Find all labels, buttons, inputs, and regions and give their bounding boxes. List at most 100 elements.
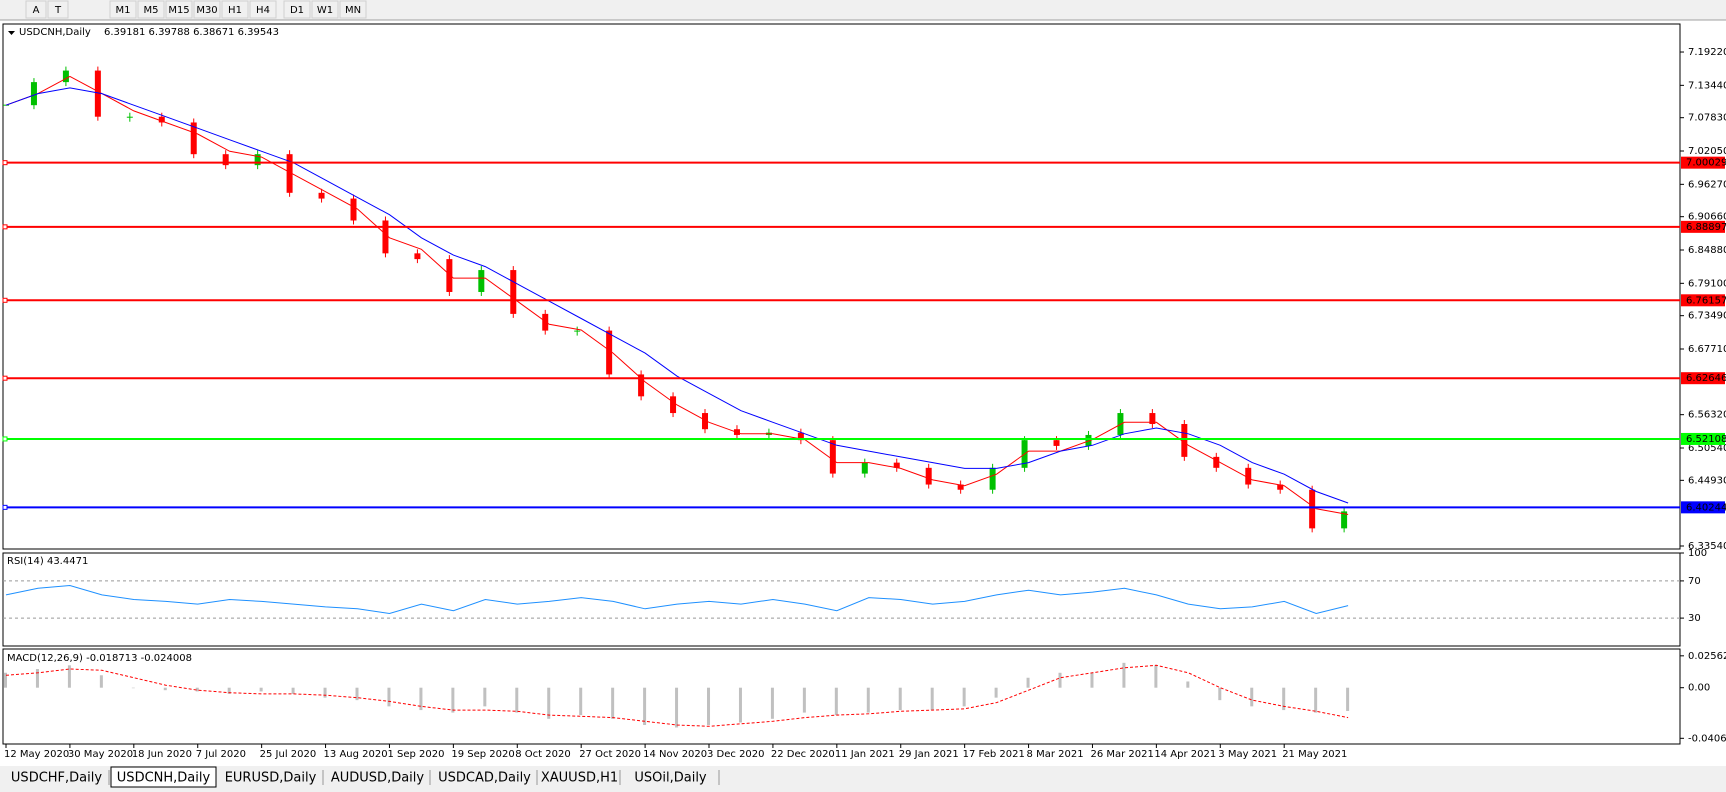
toolbar-button[interactable] xyxy=(25,0,47,19)
macd-bar xyxy=(1250,687,1254,707)
toolbar-button[interactable] xyxy=(339,0,367,19)
candle xyxy=(254,154,261,166)
toolbar-button-label[interactable]: A xyxy=(33,5,40,16)
candle xyxy=(286,154,293,193)
x-tick-label: 3 Dec 2020 xyxy=(707,749,765,760)
level-handle[interactable] xyxy=(2,375,8,381)
macd-bar xyxy=(195,687,199,692)
macd-bar xyxy=(1090,672,1094,688)
y-tick-label: 7.19220 xyxy=(1688,47,1726,58)
toolbar-button[interactable] xyxy=(109,0,137,19)
fast-ma xyxy=(5,75,1349,515)
toolbar-button-label[interactable]: M15 xyxy=(168,5,189,16)
candle xyxy=(1053,440,1060,446)
level-price-label: 6.40244 xyxy=(1686,502,1726,513)
toolbar-button[interactable] xyxy=(311,0,339,19)
tab-label[interactable]: USDCAD,Daily xyxy=(438,771,531,786)
x-tick-label: 25 Jul 2020 xyxy=(260,749,317,760)
macd-bar xyxy=(323,687,327,698)
toolbar-button-label[interactable]: H4 xyxy=(256,5,270,16)
macd-bar xyxy=(643,687,647,726)
macd-bar xyxy=(1122,662,1126,688)
candle xyxy=(510,270,517,314)
toolbar-button-label[interactable]: M30 xyxy=(196,5,217,16)
tab[interactable] xyxy=(218,767,323,787)
toolbar-button-label[interactable]: M5 xyxy=(144,5,159,16)
level-price-box xyxy=(1681,432,1725,445)
candle xyxy=(222,154,229,166)
chart-title: USDCNH,Daily xyxy=(19,27,91,38)
tab-label[interactable]: USDCNH,Daily xyxy=(117,771,211,786)
level-handle[interactable] xyxy=(2,160,8,166)
candle xyxy=(606,330,613,375)
toolbar-button[interactable] xyxy=(47,0,69,19)
level-price-label: 7.00029 xyxy=(1686,158,1726,169)
toolbar-button[interactable] xyxy=(221,0,249,19)
toolbar-button[interactable] xyxy=(249,0,277,19)
y-tick-label: 7.07830 xyxy=(1688,113,1726,124)
rsi-line xyxy=(5,584,1349,615)
macd-bar xyxy=(611,687,615,719)
y-tick-label: 6.90660 xyxy=(1688,212,1726,223)
candle xyxy=(1085,434,1092,446)
y-tick-label: 0.025623 xyxy=(1688,651,1726,662)
macd-bar xyxy=(866,687,870,713)
x-tick-label: 22 Dec 2020 xyxy=(771,749,835,760)
tab[interactable] xyxy=(4,767,109,787)
candle xyxy=(893,462,900,468)
macd-signal xyxy=(5,664,1349,727)
tab-label[interactable]: XAUUSD,H1 xyxy=(541,771,618,786)
candle xyxy=(478,270,485,292)
y-tick-label: 0.00 xyxy=(1688,683,1710,694)
tab[interactable] xyxy=(539,767,620,787)
toolbar-button-label[interactable]: H1 xyxy=(228,5,242,16)
toolbar-button-label[interactable]: T xyxy=(54,5,62,16)
toolbar-button[interactable] xyxy=(165,0,193,19)
x-tick-label: 11 Jan 2021 xyxy=(835,749,895,760)
level-handle[interactable] xyxy=(2,297,8,303)
tab-label[interactable]: USOil,Daily xyxy=(634,771,707,786)
y-tick-label: 6.67710 xyxy=(1688,344,1726,355)
candle xyxy=(829,440,836,474)
x-tick-label: 26 Mar 2021 xyxy=(1090,749,1153,760)
x-tick-label: 1 Sep 2020 xyxy=(387,749,444,760)
y-tick-label: 7.02050 xyxy=(1688,146,1726,157)
toolbar-button[interactable] xyxy=(137,0,165,19)
y-tick-label: 7.13440 xyxy=(1688,80,1726,91)
tab[interactable] xyxy=(432,767,537,787)
level-handle[interactable] xyxy=(2,504,8,510)
candle xyxy=(925,467,932,485)
candle xyxy=(670,396,677,414)
slow-ma xyxy=(5,87,1349,504)
y-tick-label: 6.73490 xyxy=(1688,311,1726,322)
macd-bar xyxy=(802,687,806,713)
tab[interactable] xyxy=(325,767,430,787)
tab[interactable] xyxy=(622,767,719,787)
tab-label[interactable]: USDCHF,Daily xyxy=(11,771,102,786)
candle xyxy=(62,70,69,83)
rsi-panel xyxy=(2,552,1681,647)
macd-bar xyxy=(962,687,966,707)
y-tick-label: 100 xyxy=(1688,548,1707,559)
toolbar-button[interactable] xyxy=(283,0,311,19)
macd-bar xyxy=(675,687,679,728)
toolbar-button-label[interactable]: M1 xyxy=(116,5,131,16)
toolbar-button-label[interactable]: W1 xyxy=(317,5,333,16)
level-price-box xyxy=(1681,501,1725,514)
tab-label[interactable]: EURUSD,Daily xyxy=(225,771,317,786)
ohlc-header: 6.39181 6.39788 6.38671 6.39543 xyxy=(104,27,279,38)
level-price-label: 6.62646 xyxy=(1686,373,1726,384)
x-tick-label: 17 Feb 2021 xyxy=(963,749,1025,760)
level-handle[interactable] xyxy=(2,436,8,442)
macd-bar xyxy=(4,672,7,688)
level-price-box xyxy=(1681,372,1725,385)
tab[interactable] xyxy=(110,766,217,788)
macd-bar xyxy=(898,687,902,711)
toolbar-button-label[interactable]: D1 xyxy=(290,5,304,16)
tab-label[interactable]: AUDUSD,Daily xyxy=(331,771,425,786)
level-handle[interactable] xyxy=(2,224,8,230)
toolbar-button-label[interactable]: MN xyxy=(345,5,361,16)
toolbar-button[interactable] xyxy=(193,0,221,19)
x-tick-label: 14 Nov 2020 xyxy=(643,749,707,760)
